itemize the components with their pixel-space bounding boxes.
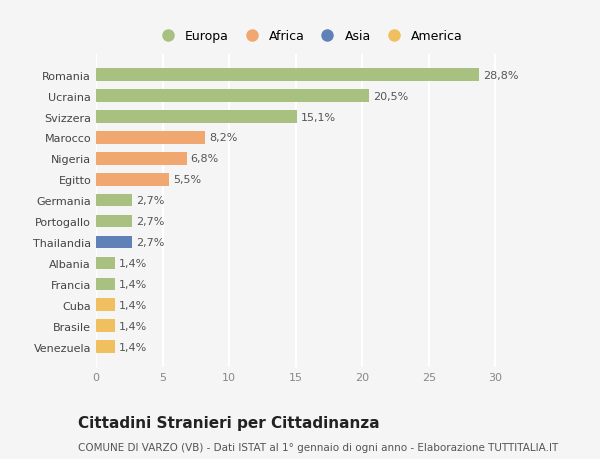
- Text: 5,5%: 5,5%: [173, 175, 202, 185]
- Text: 1,4%: 1,4%: [119, 321, 147, 331]
- Text: 28,8%: 28,8%: [484, 71, 519, 80]
- Bar: [96, 111, 297, 123]
- Text: 8,2%: 8,2%: [209, 133, 238, 143]
- Bar: [96, 236, 132, 249]
- Bar: [96, 174, 169, 186]
- Text: 15,1%: 15,1%: [301, 112, 336, 122]
- Bar: [96, 215, 132, 228]
- Text: 1,4%: 1,4%: [119, 342, 147, 352]
- Text: 2,7%: 2,7%: [136, 217, 164, 227]
- Bar: [96, 90, 369, 103]
- Text: 1,4%: 1,4%: [119, 300, 147, 310]
- Bar: [96, 299, 115, 311]
- Bar: [96, 257, 115, 269]
- Text: 1,4%: 1,4%: [119, 258, 147, 269]
- Bar: [96, 69, 479, 82]
- Bar: [96, 195, 132, 207]
- Bar: [96, 132, 205, 145]
- Text: COMUNE DI VARZO (VB) - Dati ISTAT al 1° gennaio di ogni anno - Elaborazione TUTT: COMUNE DI VARZO (VB) - Dati ISTAT al 1° …: [78, 442, 558, 452]
- Bar: [96, 319, 115, 332]
- Text: 1,4%: 1,4%: [119, 279, 147, 289]
- Text: 6,8%: 6,8%: [191, 154, 219, 164]
- Bar: [96, 153, 187, 165]
- Bar: [96, 341, 115, 353]
- Legend: Europa, Africa, Asia, America: Europa, Africa, Asia, America: [155, 30, 463, 43]
- Text: 2,7%: 2,7%: [136, 196, 164, 206]
- Text: 20,5%: 20,5%: [373, 91, 408, 101]
- Text: Cittadini Stranieri per Cittadinanza: Cittadini Stranieri per Cittadinanza: [78, 415, 380, 431]
- Text: 2,7%: 2,7%: [136, 237, 164, 247]
- Bar: [96, 278, 115, 291]
